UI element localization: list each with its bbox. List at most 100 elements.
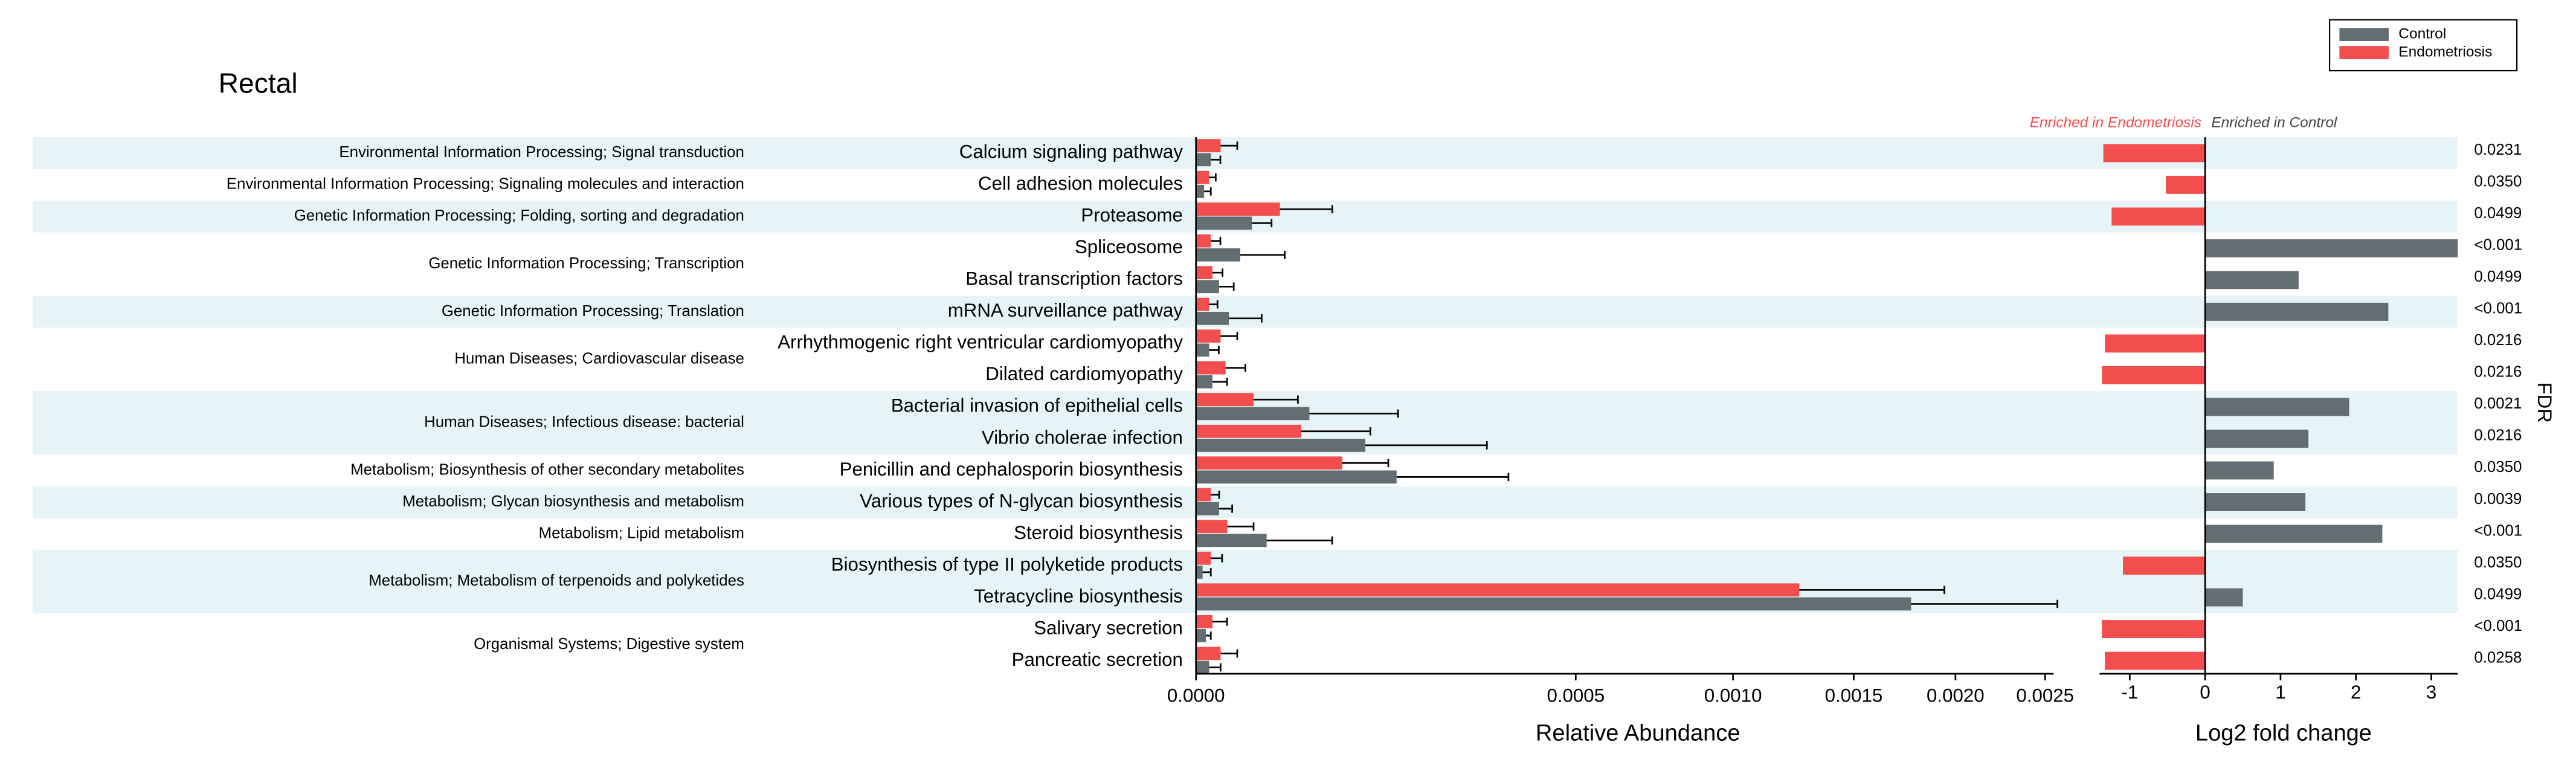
category-label: Dilated cardiomyopathy	[985, 363, 1183, 384]
fold-bar	[2205, 430, 2309, 448]
fdr-value: 0.0350	[2474, 554, 2522, 571]
chart-title: Rectal	[219, 68, 298, 99]
fold-bar	[2205, 493, 2306, 511]
fdr-value: 0.0258	[2474, 649, 2522, 666]
row-band	[33, 137, 2458, 169]
x-tick-label: 0.0010	[1704, 685, 1762, 706]
x-tick-label: -1	[2121, 682, 2138, 703]
error-bar	[1209, 346, 1220, 355]
group-label: Metabolism; Lipid metabolism	[539, 525, 744, 541]
error-bar	[1220, 332, 1238, 341]
category-label: Various types of N-glycan biosynthesis	[860, 490, 1183, 511]
fold-bar	[2205, 525, 2383, 543]
group-label: Genetic Information Processing; Transcri…	[428, 255, 744, 272]
error-bar	[1309, 409, 1399, 418]
x-tick-label: 0.0020	[1927, 685, 1985, 706]
fold-bar	[2166, 175, 2206, 194]
fdr-value: 0.0231	[2474, 141, 2522, 158]
fdr-value: 0.0499	[2474, 268, 2522, 285]
x-tick-label: 1	[2275, 682, 2285, 703]
bar	[1196, 311, 1229, 325]
category-label: Arrhythmogenic right ventricular cardiom…	[778, 332, 1183, 353]
bar	[1196, 280, 1219, 294]
x-tick-label: 0	[2200, 682, 2210, 703]
bar	[1196, 615, 1212, 628]
bar	[1196, 216, 1252, 230]
fdr-value: <0.001	[2474, 618, 2522, 634]
bar	[1196, 597, 1911, 611]
legend-label: Control	[2398, 26, 2446, 42]
bar	[1196, 520, 1228, 534]
bar	[1196, 647, 1221, 660]
bar	[1196, 361, 1226, 375]
group-label: Metabolism; Biosynthesis of other second…	[350, 461, 744, 478]
bar	[1196, 660, 1209, 674]
error-bar	[1254, 395, 1299, 404]
error-bar	[1799, 586, 1945, 595]
bar	[1196, 424, 1301, 438]
error-bar	[1225, 363, 1246, 372]
category-label: Pancreatic secretion	[1012, 649, 1183, 670]
error-bar	[1240, 251, 1286, 259]
category-label: Calcium signaling pathway	[959, 141, 1183, 163]
error-bar	[1229, 314, 1263, 323]
fdr-value: 0.0021	[2474, 395, 2522, 412]
bar	[1196, 297, 1209, 311]
row-band	[33, 295, 2458, 328]
x-tick-label: 2	[2351, 682, 2361, 703]
error-bar	[1227, 522, 1255, 531]
bar	[1196, 170, 1209, 184]
fold-bar	[2205, 588, 2243, 607]
fdr-value: 0.0216	[2474, 332, 2522, 349]
fdr-value: <0.001	[2474, 237, 2522, 254]
category-label: Basal transcription factors	[965, 268, 1183, 289]
fold-bar	[2105, 651, 2206, 670]
fold-bar	[2102, 366, 2206, 384]
fold-bar	[2102, 620, 2206, 639]
bar	[1196, 329, 1221, 343]
bar	[1196, 375, 1212, 389]
category-label: Salivary secretion	[1034, 617, 1183, 638]
fold-bar	[2205, 398, 2349, 416]
fold-bar	[2205, 461, 2274, 480]
category-label: Bacterial invasion of epithelial cells	[891, 395, 1183, 416]
category-label: Steroid biosynthesis	[1014, 522, 1183, 543]
bar	[1196, 202, 1280, 216]
fdr-value: 0.0350	[2474, 173, 2522, 190]
legend-swatch	[2339, 46, 2389, 59]
bar	[1196, 566, 1203, 579]
error-bar	[1219, 282, 1235, 291]
error-bar	[1212, 618, 1228, 626]
fold-bar	[2205, 302, 2389, 321]
bar	[1196, 488, 1211, 502]
error-bar	[1209, 663, 1222, 672]
x-tick-label: 0.0000	[1167, 685, 1225, 706]
x-tick-label: 0.0015	[1825, 685, 1883, 706]
category-label: Proteasome	[1081, 205, 1183, 226]
error-bar	[1209, 173, 1217, 182]
fdr-value: 0.0216	[2474, 364, 2522, 381]
x-tick-label: 0.0025	[2016, 685, 2074, 706]
fdr-value: 0.0499	[2474, 586, 2522, 602]
error-bar	[1209, 300, 1219, 309]
group-label: Human Diseases; Cardiovascular disease	[454, 350, 744, 367]
fdr-value: 0.0499	[2474, 205, 2522, 222]
fdr-label: FDR	[2534, 382, 2556, 423]
error-bar	[1396, 473, 1510, 482]
fold-bar	[2105, 334, 2206, 353]
bar	[1196, 551, 1211, 565]
group-label: Metabolism; Metabolism of terpenoids and…	[369, 572, 744, 589]
error-bar	[1220, 141, 1238, 150]
error-bar	[1212, 378, 1228, 386]
error-bar	[1266, 536, 1333, 545]
fdr-value: <0.001	[2474, 300, 2522, 317]
fold-bar	[2205, 271, 2299, 289]
error-bar	[1211, 236, 1222, 245]
error-bar	[1211, 490, 1220, 499]
category-label: Cell adhesion molecules	[978, 173, 1183, 194]
fold-axis-label: Log2 fold change	[2195, 721, 2372, 746]
fold-bar	[2205, 239, 2458, 257]
error-bar	[1301, 427, 1371, 436]
error-bar	[1212, 268, 1223, 277]
